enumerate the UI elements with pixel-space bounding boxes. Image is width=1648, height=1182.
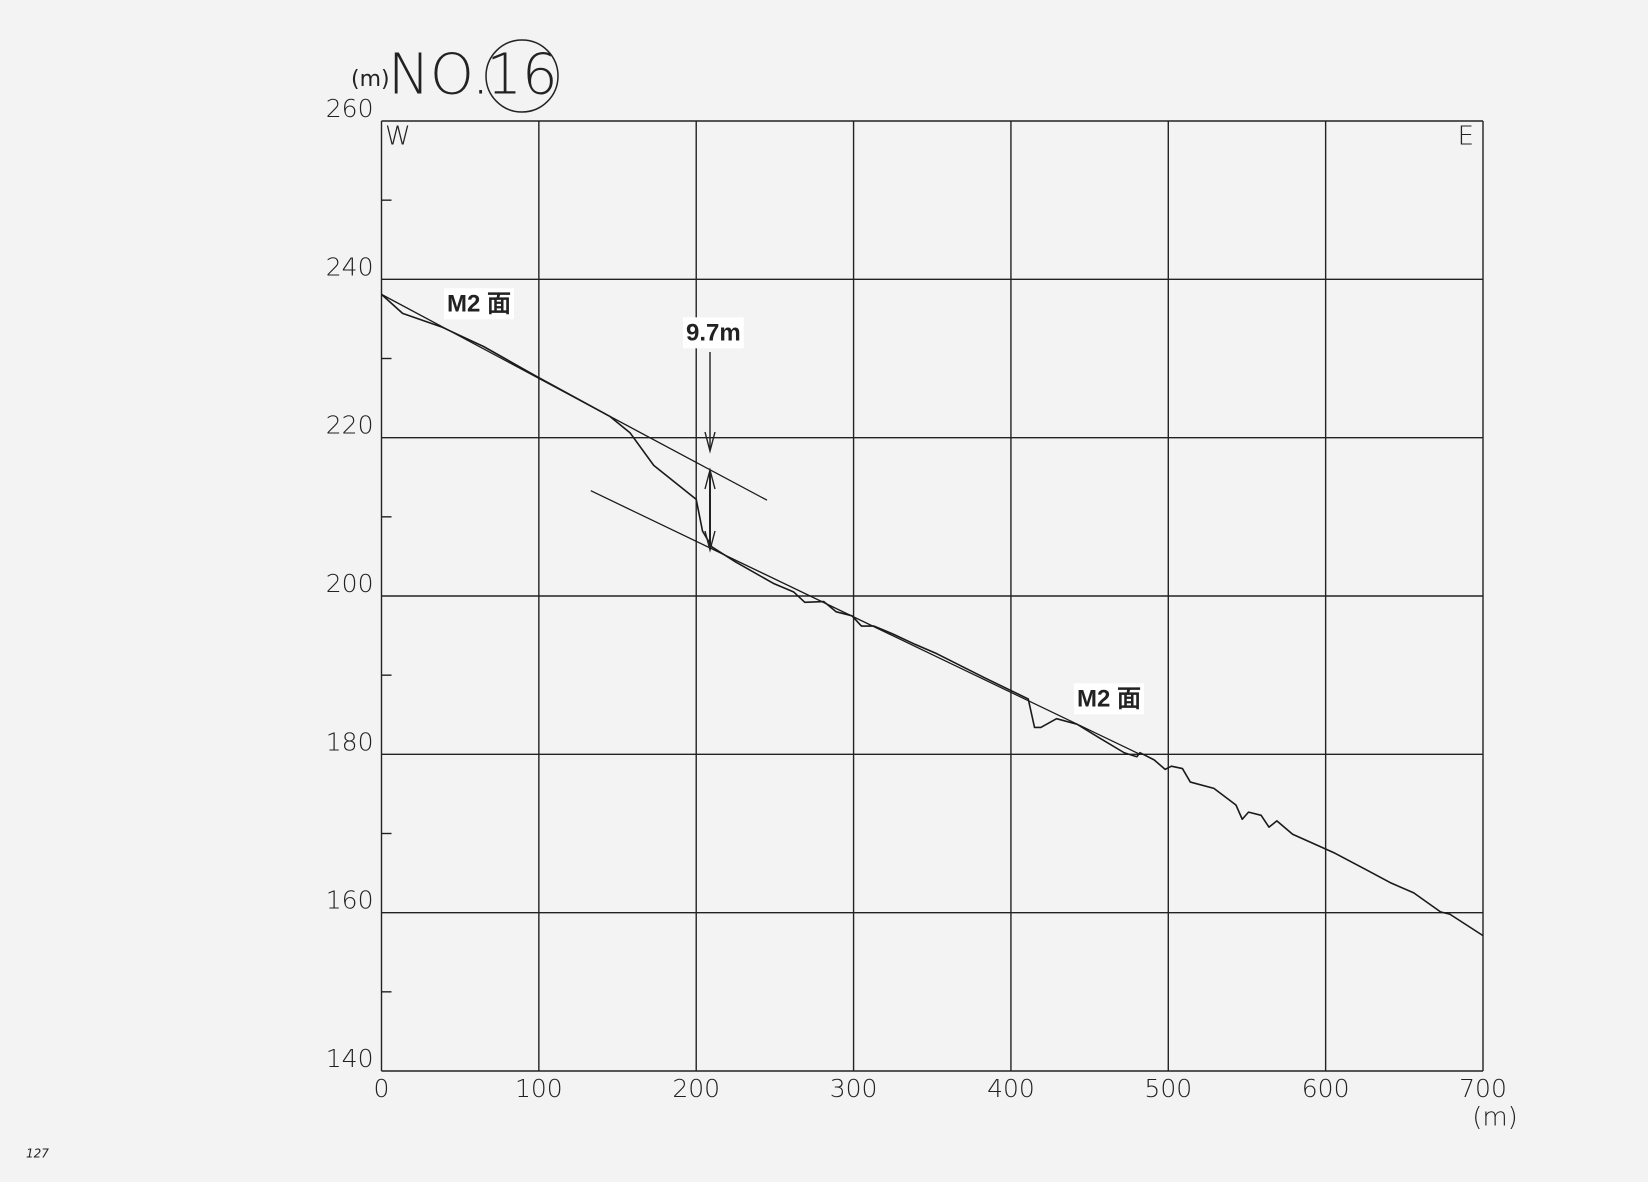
chart-title: NO. (388, 42, 490, 107)
x-tick-label: 700 (1459, 1074, 1507, 1103)
east-label: E (1458, 122, 1474, 152)
x-tick-label: 100 (515, 1074, 563, 1103)
arrow-head (704, 530, 716, 553)
x-tick-label: 300 (830, 1074, 878, 1103)
fit-line (590, 490, 1141, 755)
y-tick-label: 220 (326, 411, 374, 440)
x-tick-label: 500 (1144, 1074, 1192, 1103)
annotation: M2 面 (1077, 685, 1141, 712)
y-tick-label: 200 (326, 569, 374, 598)
title-circle (485, 39, 559, 113)
annotation: 9.7m (686, 319, 741, 346)
title-number: 16 (486, 42, 557, 107)
x-tick-label: 0 (374, 1074, 390, 1103)
x-tick-label: 600 (1302, 1074, 1350, 1103)
y-tick-label: 240 (326, 252, 374, 281)
y-tick-label: 160 (326, 886, 374, 915)
west-label: W (385, 122, 411, 152)
arrow-head (704, 431, 716, 454)
annotation-bg (1074, 683, 1145, 715)
profile-line (380, 293, 1484, 937)
y-tick-label: 260 (326, 94, 374, 123)
y-axis-unit: (m) (351, 67, 390, 92)
x-tick-label: 200 (672, 1074, 720, 1103)
x-axis-unit: (m) (1472, 1103, 1518, 1133)
y-tick-label: 180 (326, 727, 374, 756)
note: 127 (26, 1147, 49, 1161)
y-tick-label: 140 (326, 1044, 374, 1073)
annotation-bg (683, 317, 744, 349)
annotation-bg (444, 288, 515, 320)
arrow-head (704, 467, 716, 490)
x-tick-label: 400 (987, 1074, 1035, 1103)
annotation: M2 面 (447, 290, 511, 317)
